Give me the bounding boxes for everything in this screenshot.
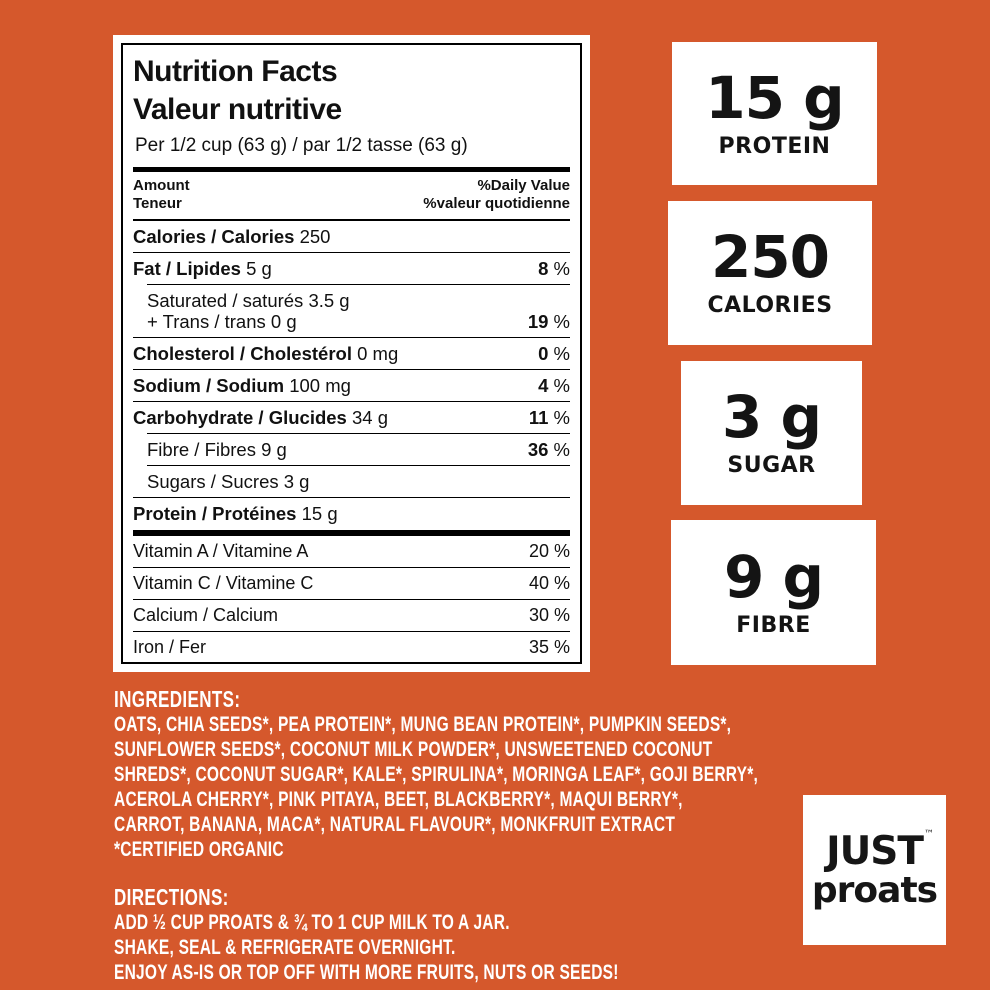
row-sugars: Sugars / Sucres 3 g xyxy=(147,465,570,497)
amount-label-fr: Teneur xyxy=(133,195,182,212)
amount-header: Amount Teneur %Daily Value %valeur quoti… xyxy=(133,172,570,221)
row-protein: Protein / Protéines 15 g xyxy=(133,497,570,529)
row-fat: Fat / Lipides 5 g 8 % xyxy=(133,252,570,284)
row-calories: Calories / Calories 250 xyxy=(133,226,331,247)
badge-protein-value: 15 g xyxy=(705,63,844,132)
divider-thick-bottom xyxy=(133,530,570,536)
brand-logo: JUST ™ proats xyxy=(803,795,946,945)
certified-organic-note: *CERTIFIED ORGANIC xyxy=(114,838,284,861)
nutrition-facts-border: Nutrition Facts Valeur nutritive Per 1/2… xyxy=(121,43,582,664)
directions-section: DIRECTIONS: ADD ½ CUP PROATS & ¾ TO 1 CU… xyxy=(114,884,619,985)
nutrition-title-fr: Valeur nutritive xyxy=(133,93,342,126)
trans-line: + Trans / trans 0 g xyxy=(147,311,297,332)
badge-fibre-label: FIBRE xyxy=(736,612,811,638)
row-sodium: Sodium / Sodium 100 mg 4 % xyxy=(133,369,570,401)
row-vitamin-c: Vitamin C / Vitamine C 40 % xyxy=(133,567,570,599)
ingredients-line: ACEROLA CHERRY*, PINK PITAYA, BEET, BLAC… xyxy=(114,788,683,811)
badge-sugar-value: 3 g xyxy=(721,383,822,451)
row-carbohydrate: Carbohydrate / Glucides 34 g 11 % xyxy=(133,401,570,433)
row-saturated-trans: Saturated / saturés 3.5 g + Trans / tran… xyxy=(147,284,570,337)
badge-calories-value: 250 xyxy=(710,223,830,291)
badge-sugar-label: SUGAR xyxy=(727,453,816,478)
serving-size: Per 1/2 cup (63 g) / par 1/2 tasse (63 g… xyxy=(135,135,468,156)
badge-protein-label: PROTEIN xyxy=(718,133,831,159)
row-calcium: Calcium / Calcium 30 % xyxy=(133,599,570,631)
badge-sugar: 3 g SUGAR xyxy=(681,361,862,505)
directions-line: ADD ½ CUP PROATS & ¾ TO 1 CUP MILK TO A … xyxy=(114,911,510,934)
directions-title: DIRECTIONS: xyxy=(114,884,229,910)
ingredients-line: SUNFLOWER SEEDS*, COCONUT MILK POWDER*, … xyxy=(114,738,713,761)
row-cholesterol: Cholesterol / Cholestérol 0 mg 0 % xyxy=(133,337,570,369)
brand-name-just: JUST ™ xyxy=(826,828,934,874)
col-daily-value: %Daily Value %valeur quotidienne xyxy=(423,177,570,213)
daily-value-label-fr: %valeur quotidienne xyxy=(423,195,570,212)
ingredients-line: CARROT, BANANA, MACA*, NATURAL FLAVOUR*,… xyxy=(114,813,676,836)
ingredients-line: OATS, CHIA SEEDS*, PEA PROTEIN*, MUNG BE… xyxy=(114,713,732,736)
ingredients-section: INGREDIENTS: OATS, CHIA SEEDS*, PEA PROT… xyxy=(114,686,758,862)
nutrition-facts-panel: Nutrition Facts Valeur nutritive Per 1/2… xyxy=(113,35,590,672)
amount-label-en: Amount xyxy=(133,177,190,194)
saturated-line: Saturated / saturés 3.5 g xyxy=(147,290,350,311)
badge-protein: 15 g PROTEIN xyxy=(672,42,877,185)
col-amount: Amount Teneur xyxy=(133,177,190,213)
badge-calories-label: CALORIES xyxy=(707,293,833,318)
brand-name-proats: proats xyxy=(811,869,938,911)
ingredients-line: SHREDS*, COCONUT SUGAR*, KALE*, SPIRULIN… xyxy=(114,763,759,786)
directions-line: ENJOY AS-IS OR TOP OFF WITH MORE FRUITS,… xyxy=(114,961,619,984)
badge-fibre: 9 g FIBRE xyxy=(671,520,876,665)
trademark-symbol: ™ xyxy=(923,828,934,840)
badge-calories: 250 CALORIES xyxy=(668,201,872,345)
directions-line: SHAKE, SEAL & REFRIGERATE OVERNIGHT. xyxy=(114,936,456,959)
row-iron: Iron / Fer 35 % xyxy=(133,631,570,662)
daily-value-label-en: %Daily Value xyxy=(477,177,570,194)
row-vitamin-a: Vitamin A / Vitamine A 20 % xyxy=(133,541,570,561)
ingredients-title: INGREDIENTS: xyxy=(114,686,241,712)
badge-fibre-value: 9 g xyxy=(723,542,824,611)
row-fibre: Fibre / Fibres 9 g 36 % xyxy=(147,433,570,465)
divider-thick-top xyxy=(133,167,570,172)
nutrition-title-en: Nutrition Facts xyxy=(133,55,338,88)
